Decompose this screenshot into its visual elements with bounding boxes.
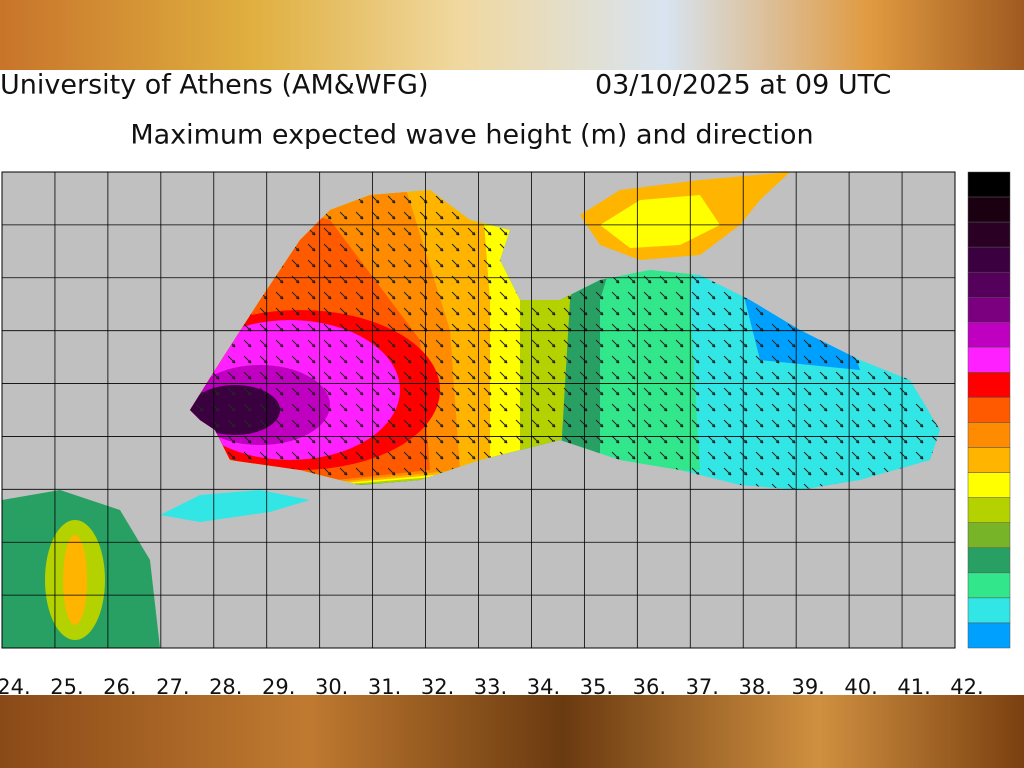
x-tick-label: 28. (209, 675, 242, 695)
map-frame (1, 171, 956, 649)
colorbar-swatch (967, 597, 1011, 624)
x-tick-label: 34. (527, 675, 560, 695)
x-tick-label: 26. (103, 675, 136, 695)
x-tick-label: 41. (897, 675, 930, 695)
colorbar-swatch (967, 322, 1011, 348)
colorbar-swatch (967, 547, 1011, 574)
x-tick-label: 42. (950, 675, 983, 695)
x-tick-label: 32. (421, 675, 454, 695)
colorbar-swatch (967, 271, 1011, 298)
x-tick-label: 33. (474, 675, 507, 695)
map-figure: University of Athens (AM&WFG) 03/10/2025… (0, 70, 1024, 695)
x-tick-label: 37. (686, 675, 719, 695)
x-tick-label: 40. (844, 675, 877, 695)
x-tick-label: 31. (368, 675, 401, 695)
source-label: University of Athens (AM&WFG) (0, 70, 429, 101)
colorbar-swatch (967, 372, 1011, 398)
x-tick-label: 30. (315, 675, 348, 695)
blurred-background (0, 695, 1024, 768)
colorbar-swatch (967, 196, 1011, 223)
colorbar-swatch (967, 472, 1011, 498)
colorbar (967, 171, 1011, 649)
x-tick-label: 38. (739, 675, 772, 695)
x-tick-label: 25. (50, 675, 83, 695)
x-tick-label: 29. (262, 675, 295, 695)
datetime-label: 03/10/2025 at 09 UTC (595, 70, 891, 101)
aegean-core (63, 535, 87, 625)
x-tick-label: 27. (156, 675, 189, 695)
colorbar-swatch (967, 347, 1011, 373)
x-tick-label: 39. (791, 675, 824, 695)
colorbar-swatch (967, 221, 1011, 248)
map-title: Maximum expected wave height (m) and dir… (130, 120, 813, 151)
colorbar-swatch (967, 522, 1011, 549)
x-tick-label: 35. (580, 675, 613, 695)
sea-of-marmara (160, 490, 310, 522)
colorbar-swatch (967, 447, 1011, 473)
x-tick-label: 36. (633, 675, 666, 695)
colorbar-swatch (967, 297, 1011, 323)
colorbar-swatch (967, 572, 1011, 599)
colorbar-swatch (967, 497, 1011, 523)
grid (1, 172, 956, 648)
colorbar-swatch (967, 397, 1011, 423)
colorbar-swatch (967, 246, 1011, 273)
colorbar-swatch (967, 422, 1011, 448)
colorbar-swatch (967, 622, 1011, 649)
colorbar-swatch (967, 171, 1011, 198)
x-tick-label: 24. (0, 675, 31, 695)
